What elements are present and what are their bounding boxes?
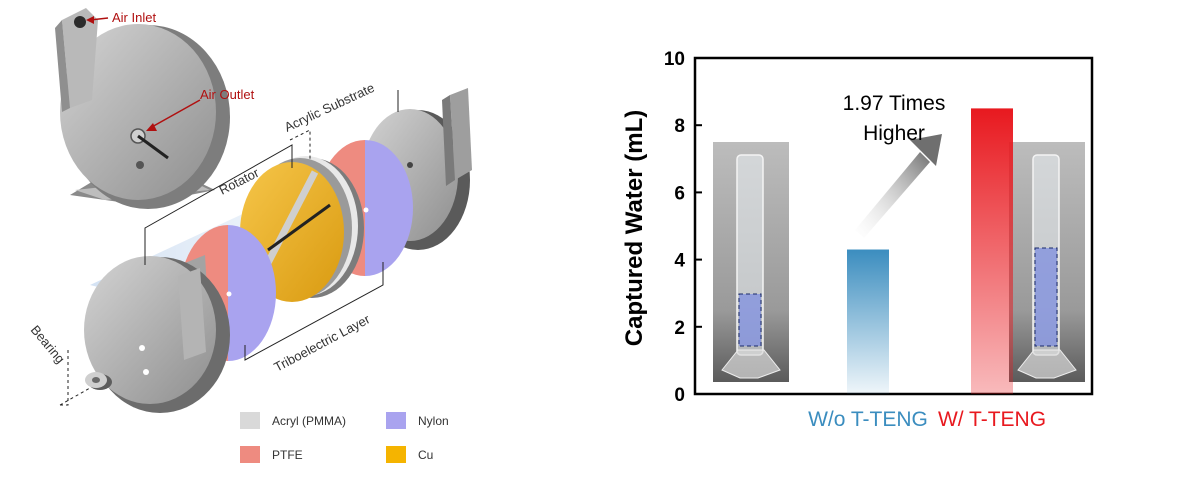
- increase-arrow: [855, 134, 942, 238]
- material-legend: Acryl (PMMA) Nylon PTFE Cu: [240, 412, 449, 463]
- legend-swatch-cu: [386, 446, 406, 463]
- legend-label-acryl: Acryl (PMMA): [272, 414, 346, 428]
- device-exploded-diagram: Air Inlet Air Outlet Acrylic Substrate R…: [28, 8, 472, 463]
- category-label-without: W/o T-TENG: [808, 408, 928, 431]
- acrylic-substrate-label: Acrylic Substrate: [282, 80, 377, 135]
- y-axis-title: Captured Water (mL): [621, 110, 648, 346]
- bar-without-t-teng: [847, 249, 889, 394]
- bearing: [85, 372, 112, 390]
- assembled-device: [55, 8, 230, 209]
- y-tick-label: 6: [674, 183, 685, 204]
- legend-label-cu: Cu: [418, 448, 433, 462]
- captured-water-chart: Captured Water (mL) 0 2 4 6 8 10 1.97 Times H…: [621, 49, 1094, 431]
- cylinder-photo-with: [1009, 142, 1085, 382]
- y-tick-label: 0: [674, 385, 685, 406]
- y-tick-label: 10: [664, 49, 685, 70]
- front-housing-plate: [84, 255, 230, 413]
- plot-frame: [693, 56, 1094, 396]
- y-tick-label: 4: [674, 251, 685, 272]
- y-tick-label: 8: [674, 116, 685, 137]
- air-inlet-label: Air Inlet: [112, 10, 156, 25]
- triboelectric-layer-label: Triboelectric Layer: [271, 311, 373, 375]
- legend-label-ptfe: PTFE: [272, 448, 303, 462]
- cylinder-photo-without: [713, 142, 789, 382]
- air-outlet-label: Air Outlet: [200, 87, 255, 102]
- category-label-with: W/ T-TENG: [938, 408, 1046, 431]
- bar-with-t-teng: [971, 108, 1013, 395]
- leader-lines: [59, 90, 399, 406]
- legend-swatch-nylon: [386, 412, 406, 429]
- legend-label-nylon: Nylon: [418, 414, 449, 428]
- annotation-line2: Higher: [863, 122, 925, 145]
- y-axis-ticks: 0 2 4 6 8 10: [664, 49, 702, 406]
- air-flow-arrows: [86, 16, 201, 131]
- bearing-label: Bearing: [28, 322, 68, 366]
- annotation-line1: 1.97 Times: [843, 92, 946, 115]
- legend-swatch-ptfe: [240, 446, 260, 463]
- y-tick-label: 2: [674, 318, 685, 339]
- legend-swatch-acryl: [240, 412, 260, 429]
